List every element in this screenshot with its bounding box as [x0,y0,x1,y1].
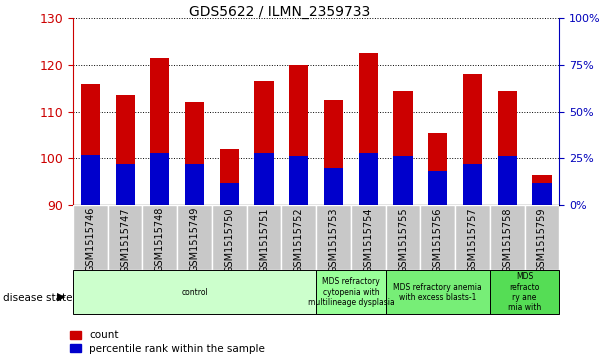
Bar [177,205,212,270]
Bar [142,205,177,270]
Bar [219,149,239,205]
Bar [455,205,490,270]
Text: MDS
refracto
ry ane
mia with: MDS refracto ry ane mia with [508,272,541,312]
Bar [316,205,351,270]
Bar [116,95,134,205]
Text: GSM1515750: GSM1515750 [224,207,234,273]
Bar [150,153,170,205]
Text: GSM1515753: GSM1515753 [328,207,339,273]
Bar [116,164,134,205]
Bar [247,205,282,270]
Bar [351,205,385,270]
Text: GSM1515752: GSM1515752 [294,207,304,273]
Text: control: control [181,288,208,297]
Text: MDS refractory
cytopenia with
multilineage dysplasia: MDS refractory cytopenia with multilinea… [308,277,394,307]
Bar [289,156,308,205]
Bar [219,183,239,205]
Bar [255,81,274,205]
Bar [108,205,142,270]
Bar [533,175,551,205]
Bar [212,205,247,270]
Text: GSM1515757: GSM1515757 [468,207,477,273]
Bar [316,270,385,314]
Bar [150,58,170,205]
Text: GSM1515749: GSM1515749 [190,207,199,272]
Bar [185,102,204,205]
Bar [282,205,316,270]
Bar [289,65,308,205]
Bar [498,156,517,205]
Text: MDS refractory anemia
with excess blasts-1: MDS refractory anemia with excess blasts… [393,282,482,302]
Text: GSM1515751: GSM1515751 [259,207,269,273]
Bar [185,164,204,205]
Bar [324,100,343,205]
Text: GSM1515754: GSM1515754 [363,207,373,273]
Bar [463,74,482,205]
Bar [490,205,525,270]
Bar [73,270,316,314]
Bar [359,153,378,205]
Bar [385,270,490,314]
Text: GSM1515759: GSM1515759 [537,207,547,273]
Text: disease state: disease state [3,293,72,303]
Bar [533,183,551,205]
Bar [393,156,413,205]
Bar [525,205,559,270]
Bar [73,205,108,270]
Bar [385,205,420,270]
Bar [324,168,343,205]
Bar [428,132,447,205]
Bar [490,270,559,314]
Bar [428,171,447,205]
Bar [463,164,482,205]
Text: ▶: ▶ [57,291,66,302]
Bar [359,53,378,205]
Text: GSM1515748: GSM1515748 [155,207,165,272]
Bar [420,205,455,270]
Text: GDS5622 / ILMN_2359733: GDS5622 / ILMN_2359733 [189,5,370,20]
Text: GSM1515747: GSM1515747 [120,207,130,273]
Text: GSM1515756: GSM1515756 [433,207,443,273]
Text: GSM1515758: GSM1515758 [502,207,513,273]
Legend: count, percentile rank within the sample: count, percentile rank within the sample [66,326,269,358]
Bar [498,91,517,205]
Bar [81,155,100,205]
Bar [255,153,274,205]
Bar [81,83,100,205]
Bar [393,91,413,205]
Text: GSM1515746: GSM1515746 [85,207,95,272]
Text: GSM1515755: GSM1515755 [398,207,408,273]
